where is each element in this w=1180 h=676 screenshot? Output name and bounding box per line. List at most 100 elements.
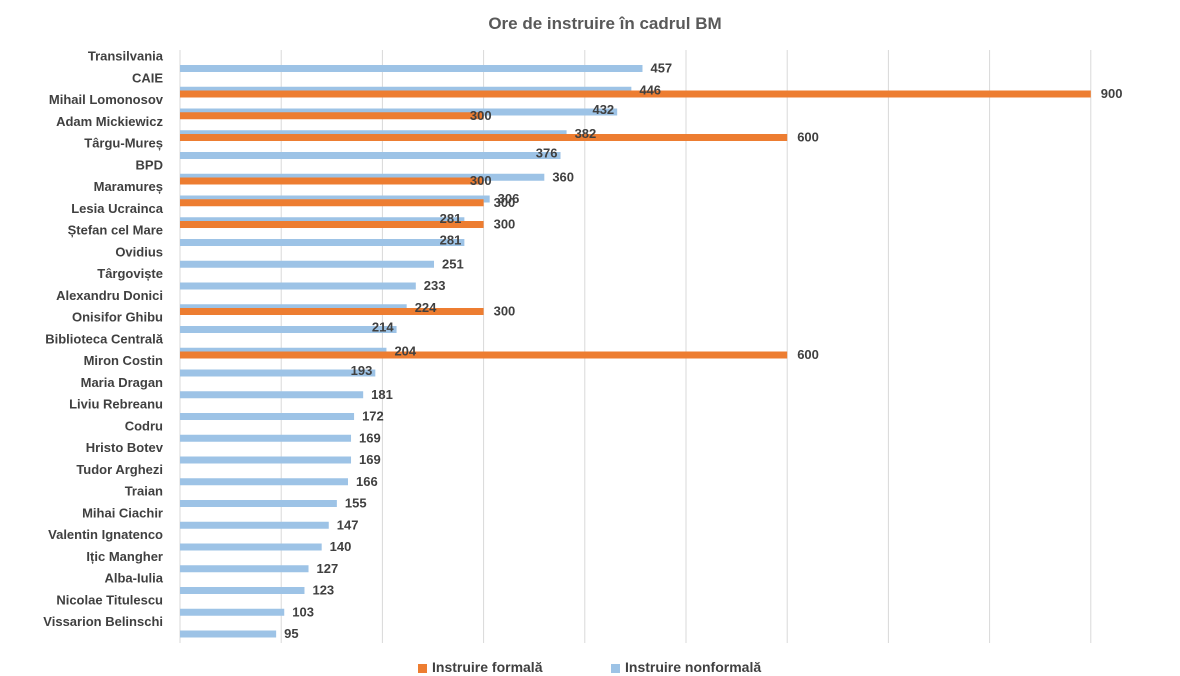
bar-nonformal xyxy=(180,195,490,203)
data-label-nonformal: 360 xyxy=(552,169,574,184)
category-label: Traian xyxy=(125,484,163,499)
bar-nonformal xyxy=(180,260,435,268)
category-label: Ștefan cel Mare xyxy=(68,223,163,238)
category-label: Mihai Ciachir xyxy=(82,505,163,520)
bar-nonformal xyxy=(180,391,364,399)
data-label-nonformal: 172 xyxy=(362,409,384,424)
bar-nonformal xyxy=(180,347,387,355)
bar-formal xyxy=(180,308,484,315)
category-label: CAIE xyxy=(132,70,163,85)
legend-label-nonformal: Instruire nonformală xyxy=(625,659,761,675)
bar-nonformal xyxy=(180,304,407,312)
data-label-formal: 300 xyxy=(494,195,516,210)
data-label-nonformal: 251 xyxy=(442,256,464,271)
data-label-nonformal: 169 xyxy=(359,452,381,467)
bar-formal xyxy=(180,351,788,359)
data-label-formal: 300 xyxy=(470,108,492,123)
bar-formal xyxy=(180,134,788,141)
bar-nonformal xyxy=(180,608,285,616)
category-labels: Transilvania CAIE Mihail Lomonosov Adam Mic… xyxy=(43,49,163,630)
category-label: Mihail Lomonosov xyxy=(49,92,164,107)
bar-nonformal xyxy=(180,108,618,116)
bar-nonformal xyxy=(180,478,348,486)
bar-nonformal xyxy=(180,65,643,72)
bar-nonformal xyxy=(180,521,329,529)
data-label-nonformal: 281 xyxy=(440,211,462,226)
category-label: Transilvania xyxy=(88,49,164,64)
legend-swatch-formal xyxy=(418,664,427,673)
data-label-nonformal: 214 xyxy=(372,320,394,335)
data-label-nonformal: 204 xyxy=(394,343,416,358)
bar-formal xyxy=(180,199,484,207)
category-label: Liviu Rebreanu xyxy=(69,397,163,412)
bar-nonformal xyxy=(180,326,397,333)
bar-nonformal xyxy=(180,239,465,246)
gridlines xyxy=(179,50,1092,643)
category-label: BPD xyxy=(136,157,163,172)
data-label-formal: 300 xyxy=(470,173,492,188)
category-label: Tudor Arghezi xyxy=(76,462,163,477)
data-label-nonformal: 127 xyxy=(317,561,339,576)
bar-nonformal xyxy=(180,565,309,573)
bar-formal xyxy=(180,177,484,185)
category-label: Vissarion Belinschi xyxy=(43,614,163,629)
category-label: Ițic Mangher xyxy=(86,549,163,564)
data-label-formal: 900 xyxy=(1101,86,1123,101)
data-label-nonformal: 123 xyxy=(312,583,334,598)
legend-swatch-nonformal xyxy=(611,664,620,673)
bar-formal xyxy=(180,90,1091,98)
data-label-nonformal: 446 xyxy=(639,82,661,97)
bar-nonformal xyxy=(180,456,352,464)
bar-nonformal xyxy=(180,130,567,138)
data-label-nonformal: 155 xyxy=(345,496,367,511)
category-label: Codru xyxy=(125,418,163,433)
category-label: Adam Mickiewicz xyxy=(56,114,163,129)
data-label-nonformal: 457 xyxy=(650,61,672,76)
data-label-nonformal: 224 xyxy=(415,300,437,315)
chart-title: Ore de instruire în cadrul BM xyxy=(488,14,721,33)
bar-formal xyxy=(180,221,484,228)
data-label-nonformal: 169 xyxy=(359,430,381,445)
bar-nonformal xyxy=(180,152,561,159)
data-label-nonformal: 376 xyxy=(536,146,558,161)
category-label: Ovidius xyxy=(115,244,163,259)
category-label: Târgu-Mureș xyxy=(84,136,163,151)
bar-nonformal xyxy=(180,630,277,638)
legend-label-formal: Instruire formală xyxy=(432,659,543,675)
legend: Instruire formală Instruire nonformală xyxy=(418,659,761,675)
bar-nonformal xyxy=(180,217,465,225)
category-label: Miron Costin xyxy=(84,353,163,368)
category-label: Maramureș xyxy=(94,179,163,194)
data-label-nonformal: 147 xyxy=(337,517,359,532)
bar-nonformal xyxy=(180,369,376,377)
data-label-formal: 300 xyxy=(494,217,516,232)
data-label-nonformal: 432 xyxy=(592,102,614,117)
category-label: Lesia Ucrainca xyxy=(71,201,164,216)
data-label-nonformal: 193 xyxy=(351,363,373,378)
bar-nonformal xyxy=(180,86,632,94)
bar-nonformal xyxy=(180,500,337,507)
data-label-nonformal: 166 xyxy=(356,474,378,489)
bar-nonformal xyxy=(180,587,305,594)
data-label-nonformal: 103 xyxy=(292,604,314,619)
bar-formal xyxy=(180,112,484,120)
data-label-nonformal: 306 xyxy=(498,191,520,206)
data-label-nonformal: 233 xyxy=(424,278,446,293)
data-label-formal: 600 xyxy=(797,130,819,145)
data-label-nonformal: 382 xyxy=(575,126,597,141)
data-label-nonformal: 95 xyxy=(284,626,298,641)
bar-nonformal xyxy=(180,282,416,290)
category-label: Alexandru Donici xyxy=(56,288,163,303)
bar-nonformal xyxy=(180,173,545,181)
category-label: Hristo Botev xyxy=(86,440,164,455)
category-label: Onisifor Ghibu xyxy=(72,310,163,325)
data-label-nonformal: 140 xyxy=(330,539,352,554)
category-label: Valentin Ignatenco xyxy=(48,527,163,542)
bar-nonformal xyxy=(180,413,355,420)
category-label: Nicolae Titulescu xyxy=(56,592,163,607)
category-label: Alba-Iulia xyxy=(104,571,163,586)
category-label: Târgoviște xyxy=(97,266,163,281)
data-label-formal: 600 xyxy=(797,347,819,362)
